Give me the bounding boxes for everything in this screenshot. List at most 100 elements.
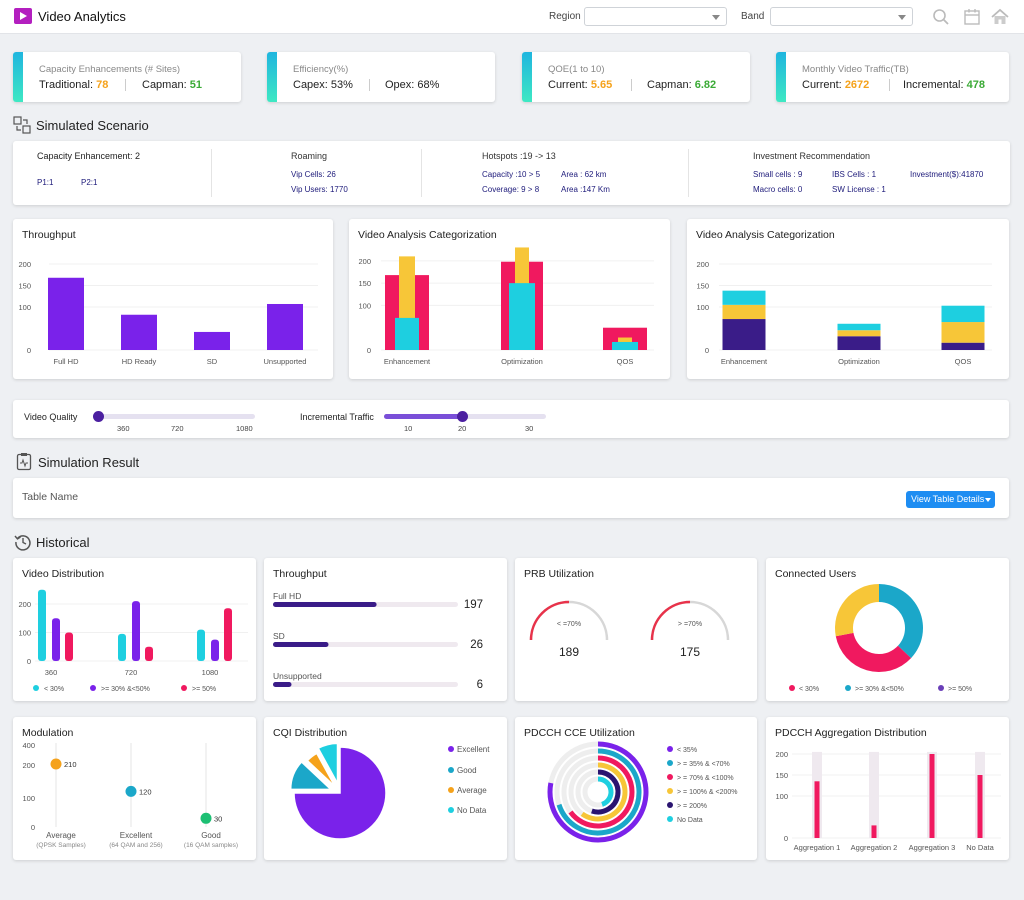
table-name: Table Name xyxy=(22,491,79,503)
top-bar: Video Analytics Region Band xyxy=(0,0,1024,34)
kpi-b-label: Capman: xyxy=(647,79,692,91)
stacked-bar-segment xyxy=(837,336,881,350)
bar-label: Unsupported xyxy=(273,671,322,681)
kpi-card-qoe: QOE(1 to 10) Current: 5.65 Capman: 6.82 xyxy=(522,52,750,102)
x-tick-label: Aggregation 3 xyxy=(909,843,956,852)
x-tick-sublabel: (16 QAM samples) xyxy=(184,842,238,849)
legend-dot xyxy=(448,807,454,813)
data-label: 30 xyxy=(214,814,222,823)
band-select[interactable] xyxy=(770,7,913,26)
aggregation-bar xyxy=(871,825,877,838)
kpi-title: Monthly Video Traffic(TB) xyxy=(802,64,909,75)
legend-dot xyxy=(667,788,673,794)
cqi-card: CQI Distribution Excellent Good Average No … xyxy=(264,717,507,860)
video-quality-label: Video Quality xyxy=(24,412,78,422)
kpi-a: Current: 2672 xyxy=(802,79,869,91)
ring-arc xyxy=(556,748,642,836)
legend-label: >= 50% xyxy=(948,686,972,693)
chart-title: PDCCH CCE Utilization xyxy=(524,727,635,739)
kpi-accent-bar xyxy=(776,52,786,102)
data-label: 120 xyxy=(139,787,152,796)
chart-title: PDCCH Aggregation Distribution xyxy=(775,727,927,739)
calendar-icon[interactable] xyxy=(963,8,981,26)
throughput-hist-card: Throughput Full HD 197 SD 26 Unsupported 6 xyxy=(264,558,507,701)
vip-cells: Vip Cells: 26 xyxy=(291,170,336,179)
bar-fill xyxy=(273,642,329,647)
legend-label: < 35% xyxy=(677,747,697,754)
donut-slice xyxy=(835,584,879,637)
slider-card: Video Quality 360 720 1080 Incremental T… xyxy=(13,400,1009,438)
legend-label: Good xyxy=(457,766,477,775)
legend-dot xyxy=(845,685,851,691)
x-tick-label: QOS xyxy=(617,357,634,366)
prb-card: PRB Utilization < =70% 189 > =70% 175 xyxy=(515,558,757,701)
investment-value: Investment($):41870 xyxy=(910,170,984,179)
home-icon[interactable] xyxy=(990,8,1010,26)
x-tick-label: 720 xyxy=(125,668,138,677)
category-bar xyxy=(395,317,419,350)
x-tick-label: Optimization xyxy=(838,357,880,366)
throughput-hist-chart: Full HD 197 SD 26 Unsupported 6 xyxy=(273,591,483,691)
x-tick-label: Unsupported xyxy=(264,357,307,366)
throughput-bar xyxy=(121,314,157,350)
y-tick-label: 0 xyxy=(27,346,31,355)
y-tick-label: 0 xyxy=(705,346,709,355)
kpi-divider xyxy=(889,79,890,91)
chart-title: Video Distribution xyxy=(22,568,105,580)
view-table-details-button[interactable]: View Table Details xyxy=(906,491,995,508)
x-tick-label: Full HD xyxy=(53,357,79,366)
distribution-bar xyxy=(132,601,140,661)
x-tick-label: Excellent xyxy=(120,831,153,840)
kpi-a-label: Current: xyxy=(802,79,842,91)
legend-dot xyxy=(667,816,673,822)
legend-label: No Data xyxy=(677,817,703,824)
aggregation-bar xyxy=(977,775,983,838)
stacked-bar-segment xyxy=(941,322,985,343)
search-icon[interactable] xyxy=(932,8,950,26)
x-tick-label: No Data xyxy=(966,843,994,852)
stacked-bar-segment xyxy=(837,323,881,331)
simulated-scenario-title: Simulated Scenario xyxy=(36,118,149,133)
y-tick-label: 100 xyxy=(18,303,31,312)
video-quality-handle[interactable] xyxy=(93,411,104,422)
band-label: Band xyxy=(741,11,765,22)
data-point xyxy=(200,812,212,824)
prb-chart: < =70% 189 > =70% 175 xyxy=(529,600,730,659)
kpi-a-value: 5.65 xyxy=(590,79,613,91)
kpi-a-value: 78 xyxy=(96,79,109,91)
bar-label: SD xyxy=(273,631,285,641)
kpi-b: Opex: 68% xyxy=(385,79,439,91)
kpi-b-label: Capman: xyxy=(142,79,187,91)
throughput-bar xyxy=(48,277,84,350)
x-tick-label: Average xyxy=(46,831,76,840)
area-2: Area :147 Km xyxy=(561,185,610,194)
vip-users: Vip Users: 1770 xyxy=(291,185,348,194)
kpi-a: Capex: 53% xyxy=(293,79,353,91)
y-tick-label: 100 xyxy=(775,792,788,801)
kpi-card-capacity: Capacity Enhancements (# Sites) Traditio… xyxy=(13,52,241,102)
kpi-a: Current: 5.65 xyxy=(548,79,612,91)
stacked-bar-segment xyxy=(722,319,766,350)
y-tick-label: 150 xyxy=(696,282,709,291)
it-tick-1: 10 xyxy=(404,424,413,433)
vq-tick-3: 1080 xyxy=(236,424,253,433)
kpi-b-value: 68% xyxy=(417,79,440,91)
y-tick-label: 400 xyxy=(22,741,35,750)
gauge-fill xyxy=(529,600,570,641)
kpi-b-value: 478 xyxy=(966,79,985,91)
legend-dot xyxy=(667,774,673,780)
x-tick-label: HD Ready xyxy=(122,357,157,366)
y-tick-label: 200 xyxy=(22,761,35,770)
legend-dot xyxy=(448,767,454,773)
video-quality-track[interactable] xyxy=(99,414,255,419)
ring-arc xyxy=(568,755,635,829)
macro-cells: Macro cells: 0 xyxy=(753,185,803,194)
region-select[interactable] xyxy=(584,7,727,26)
kpi-divider xyxy=(631,79,632,91)
history-icon xyxy=(14,535,31,551)
coverage-value: Coverage: 9 > 8 xyxy=(482,185,540,194)
y-tick-label: 0 xyxy=(31,823,35,832)
incremental-traffic-handle[interactable] xyxy=(456,411,468,422)
gauge-value: 175 xyxy=(680,645,700,659)
chart-title: Video Analysis Categorization xyxy=(358,229,497,241)
